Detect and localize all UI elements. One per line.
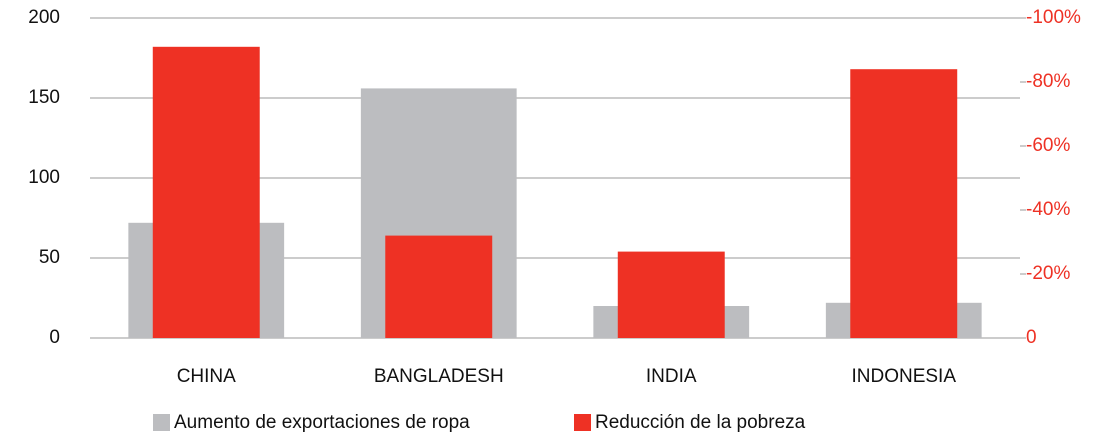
y2-tick-label: -20% [1026,263,1070,284]
legend-label: Aumento de exportaciones de ropa [174,412,470,433]
bar [617,251,725,338]
x-tick-label: INDONESIA [851,366,956,387]
bar [850,69,958,338]
bar [385,235,493,338]
y-tick-label: 0 [49,327,60,348]
x-tick-label: CHINA [177,366,236,387]
y-tick-label: 150 [28,87,60,108]
y-tick-label: 100 [28,167,60,188]
legend-label: Reducción de la pobreza [595,412,806,433]
y-tick-label: 50 [39,247,60,268]
legend-swatch [153,414,170,431]
y2-tick-label: -60% [1026,135,1070,156]
y-tick-label: 200 [28,7,60,28]
y2-tick-label: -40% [1026,199,1070,220]
legend-swatch [574,414,591,431]
y2-tick-label: -100% [1026,7,1081,28]
x-tick-label: BANGLADESH [374,366,504,387]
y2-tick-label: -80% [1026,71,1070,92]
bar [152,46,260,339]
x-tick-label: INDIA [646,366,697,387]
y2-tick-label: 0 [1026,327,1037,348]
